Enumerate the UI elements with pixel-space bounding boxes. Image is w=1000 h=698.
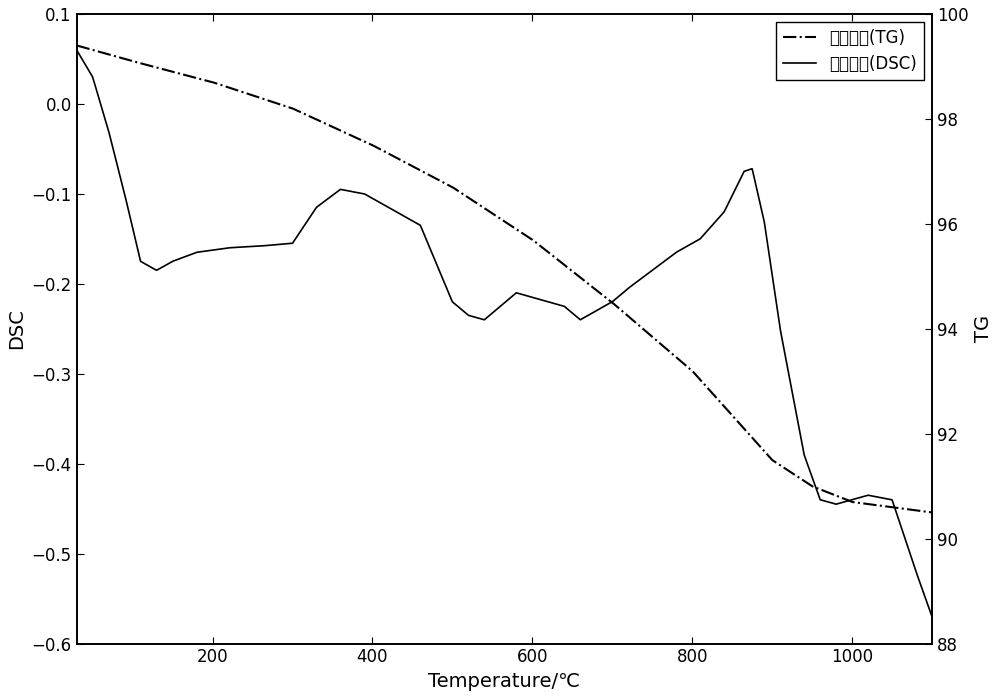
- 热重曲线(TG): [436, 177, 448, 186]
- 差热曲线(DSC): [399, 212, 411, 221]
- 差热曲线(DSC): [817, 496, 829, 505]
- 差热曲线(DSC): [219, 244, 231, 253]
- 热重曲线(TG): [71, 41, 83, 50]
- 差热曲线(DSC): [71, 46, 83, 54]
- Y-axis label: TG: TG: [974, 315, 993, 342]
- Line: 热重曲线(TG): 热重曲线(TG): [77, 45, 932, 512]
- 差热曲线(DSC): [436, 272, 448, 281]
- 热重曲线(TG): [909, 506, 921, 514]
- Y-axis label: DSC: DSC: [7, 309, 26, 349]
- 热重曲线(TG): [926, 508, 938, 517]
- 热重曲线(TG): [219, 82, 231, 91]
- 热重曲线(TG): [817, 487, 829, 495]
- 差热曲线(DSC): [909, 565, 921, 573]
- Legend: 热重曲线(TG), 差热曲线(DSC): 热重曲线(TG), 差热曲线(DSC): [776, 22, 924, 80]
- X-axis label: Temperature/℃: Temperature/℃: [428, 672, 580, 691]
- 热重曲线(TG): [168, 68, 180, 76]
- Line: 差热曲线(DSC): 差热曲线(DSC): [77, 50, 932, 616]
- 差热曲线(DSC): [168, 257, 180, 265]
- 差热曲线(DSC): [926, 612, 938, 621]
- 热重曲线(TG): [399, 158, 411, 166]
